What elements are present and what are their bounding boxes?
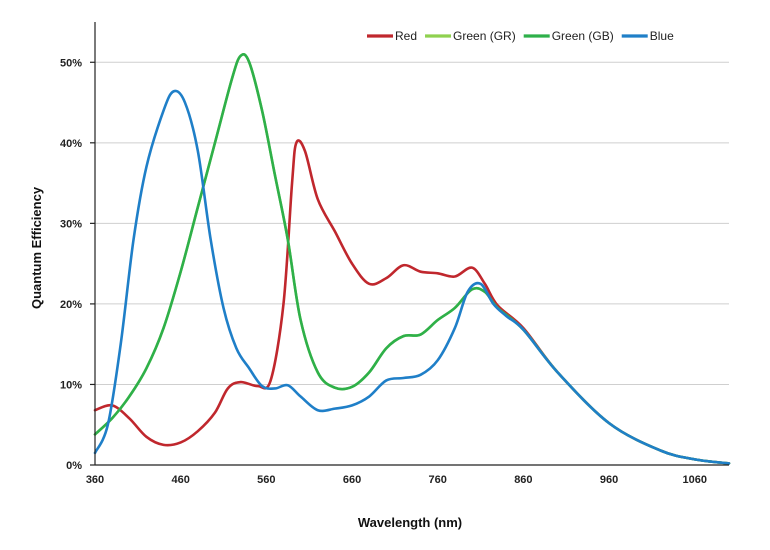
y-tick-label: 20% bbox=[60, 299, 82, 311]
legend-label-green-gr: Green (GR) bbox=[453, 29, 516, 43]
x-tick-label: 460 bbox=[171, 474, 189, 486]
x-tick-label: 660 bbox=[343, 474, 361, 486]
series-line-red bbox=[93, 139, 731, 465]
y-tick-label: 10% bbox=[60, 379, 82, 391]
series-line-blue bbox=[93, 89, 731, 465]
legend-label-blue: Blue bbox=[650, 29, 674, 43]
x-tick-label: 560 bbox=[257, 474, 275, 486]
y-tick-label: 40% bbox=[60, 138, 82, 150]
legend: Red Green (GR) Green (GB) Blue bbox=[367, 29, 674, 43]
x-tick-label: 860 bbox=[514, 474, 532, 486]
x-tick-label: 360 bbox=[86, 474, 104, 486]
x-tick-label: 1060 bbox=[682, 474, 706, 486]
y-axis-title: Quantum Efficiency bbox=[29, 186, 44, 309]
plot-series bbox=[93, 52, 731, 465]
gridlines bbox=[95, 61, 729, 385]
x-tick-label: 960 bbox=[600, 474, 618, 486]
x-axis-title: Wavelength (nm) bbox=[358, 515, 462, 530]
y-tick-label: 30% bbox=[60, 218, 82, 230]
tick-labels: 0% 10% 20% 30% 40% 50% 360 460 560 660 760 860 960 10… bbox=[60, 57, 707, 486]
axes bbox=[90, 22, 729, 466]
y-tick-label: 0% bbox=[66, 460, 82, 472]
legend-label-green-gb: Green (GB) bbox=[552, 29, 614, 43]
x-tick-label: 760 bbox=[429, 474, 447, 486]
legend-label-red: Red bbox=[395, 29, 417, 43]
y-tick-label: 50% bbox=[60, 57, 82, 69]
